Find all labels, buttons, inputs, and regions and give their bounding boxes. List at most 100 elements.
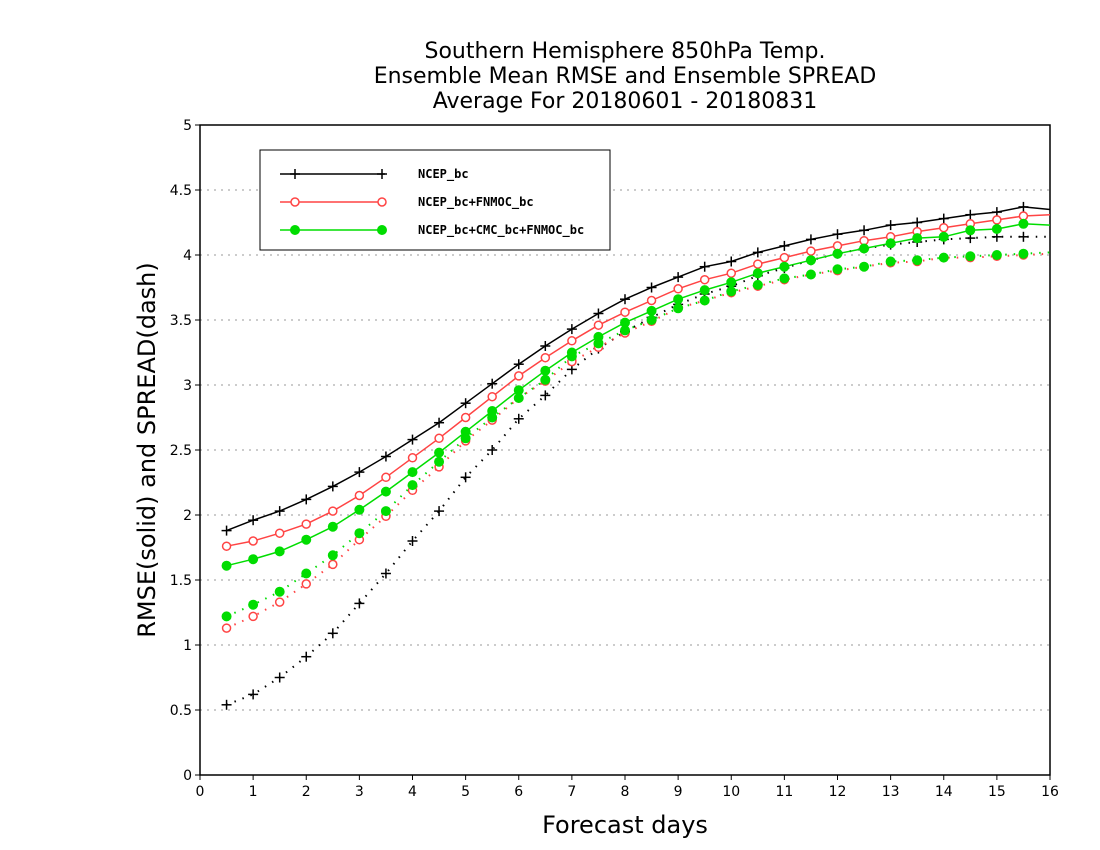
rmse-point	[248, 536, 258, 546]
series-2	[221, 218, 1051, 622]
spread-point	[274, 672, 285, 683]
rmse-point	[699, 261, 710, 272]
rmse-point	[806, 246, 816, 256]
legend-label: NCEP_bc+FNMOC_bc	[418, 195, 534, 210]
legend-marker	[290, 225, 300, 235]
spread-point	[859, 261, 870, 272]
rmse-point	[513, 359, 524, 370]
y-tick-label: 0	[183, 768, 192, 784]
x-tick-label: 15	[988, 784, 1006, 800]
rmse-point	[327, 481, 338, 492]
spread-point	[380, 506, 391, 517]
rmse-point	[301, 534, 312, 545]
rmse-point	[620, 307, 630, 317]
rmse-point	[434, 417, 445, 428]
spread-point	[673, 303, 684, 314]
spread-point	[460, 472, 471, 483]
spread-point	[434, 506, 445, 517]
rmse-point	[301, 519, 311, 529]
axis-ticks: 00.511.522.533.544.550 1 2 3 4 5 6 7 8 9 10 11 12 13 1…	[170, 118, 1059, 800]
y-tick-label: 2	[183, 508, 192, 524]
rmse-point	[726, 277, 737, 288]
spread-point	[566, 351, 577, 362]
rmse-point	[646, 295, 657, 306]
spread-point	[1018, 231, 1029, 242]
rmse-point	[939, 222, 949, 233]
spread-point	[699, 295, 710, 306]
x-tick-label: 2	[302, 784, 311, 800]
rmse-point	[673, 294, 684, 305]
rmse-point	[354, 504, 365, 515]
legend-marker	[290, 169, 300, 179]
rmse-point	[221, 560, 232, 571]
rmse-point	[885, 220, 896, 231]
rmse-point	[434, 447, 445, 458]
spread-point	[274, 586, 285, 597]
rmse-point	[274, 506, 285, 517]
spread-line	[226, 252, 1051, 630]
x-tick-label: 7	[567, 784, 576, 800]
y-tick-label: 4	[183, 248, 192, 264]
spread-point	[912, 255, 923, 266]
x-tick-label: 14	[935, 784, 953, 800]
y-tick-label: 0.5	[170, 703, 192, 719]
legend-box	[259, 149, 611, 251]
rmse-point	[646, 305, 657, 316]
spread-point	[991, 250, 1002, 260]
rmse-point	[434, 433, 444, 444]
legend-marker	[377, 197, 387, 207]
rmse-point	[673, 272, 684, 283]
spread-point	[248, 599, 259, 610]
x-tick-label: 8	[621, 784, 630, 800]
rmse-point	[753, 259, 763, 269]
rmse-point	[912, 233, 923, 244]
rmse-point	[620, 294, 630, 305]
x-tick-label: 3	[355, 784, 364, 800]
spread-point	[301, 579, 311, 589]
rmse-point	[248, 554, 259, 565]
rmse-point	[354, 490, 365, 501]
spread-point	[885, 256, 896, 267]
rmse-point	[567, 336, 577, 346]
rmse-point	[380, 486, 391, 497]
rmse-point	[965, 225, 976, 236]
x-tick-label: 6	[514, 784, 523, 800]
rmse-point	[460, 412, 471, 423]
rmse-line	[226, 213, 1051, 547]
rmse-point	[912, 217, 923, 228]
rmse-point	[381, 472, 391, 483]
spread-point	[407, 480, 418, 491]
rmse-point	[965, 209, 976, 220]
rmse-point	[593, 308, 604, 319]
spread-point	[221, 699, 232, 710]
rmse-point	[779, 261, 790, 272]
rmse-point	[699, 285, 710, 296]
spread-point	[221, 623, 232, 633]
rmse-point	[646, 282, 657, 293]
rmse-point	[487, 378, 498, 389]
rmse-point	[514, 371, 524, 381]
legend-label: NCEP_bc+CMC_bc+FNMOC_bc	[418, 223, 584, 238]
spread-point	[274, 597, 285, 607]
spread-point	[779, 273, 790, 284]
rmse-point	[274, 546, 285, 557]
rmse-point	[1018, 201, 1029, 212]
chart-title-line-2: Ensemble Mean RMSE and Ensemble SPREAD	[374, 64, 877, 89]
x-tick-label: 16	[1041, 784, 1059, 800]
spread-point	[407, 536, 418, 546]
spread-point	[354, 528, 365, 539]
rmse-point	[832, 229, 843, 240]
y-tick-label: 1	[183, 638, 192, 654]
x-tick-label: 5	[461, 784, 470, 800]
rmse-point	[566, 324, 577, 335]
rmse-point	[992, 215, 1002, 225]
rmse-point	[540, 365, 551, 376]
y-axis-label: RMSE(solid) and SPREAD(dash)	[133, 262, 161, 638]
rmse-point	[991, 224, 1002, 234]
spread-point	[513, 413, 524, 424]
spread-point	[1018, 248, 1029, 259]
spread-point	[805, 269, 816, 280]
spread-point	[354, 598, 365, 609]
rmse-point	[593, 320, 604, 330]
